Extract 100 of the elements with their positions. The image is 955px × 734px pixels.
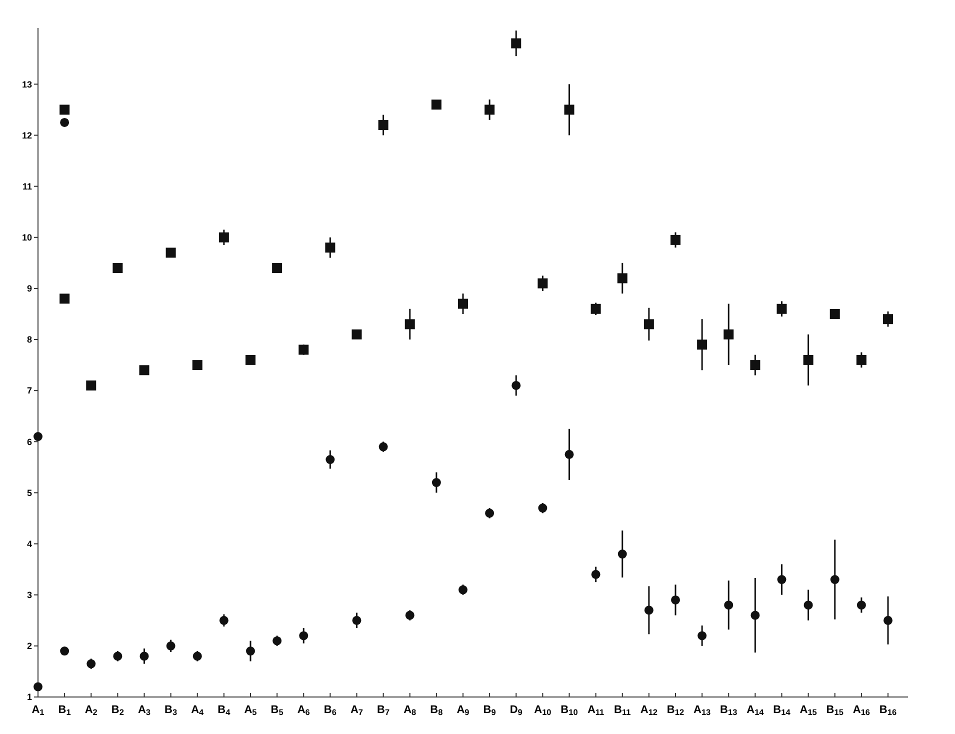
point bbox=[830, 575, 840, 584]
point bbox=[272, 263, 282, 274]
y-tick-label: 12 bbox=[22, 130, 32, 140]
x-tick-label: B$_{4}$ bbox=[218, 704, 231, 718]
point bbox=[777, 575, 786, 584]
point bbox=[86, 659, 96, 668]
point bbox=[830, 308, 840, 319]
y-tick-label: 8 bbox=[26, 334, 32, 345]
point bbox=[538, 504, 548, 513]
x-tick-label: B$_{6}$ bbox=[324, 704, 337, 718]
y-tick-label: 1 bbox=[26, 692, 32, 702]
x-tick-label: B$_{7}$ bbox=[377, 704, 390, 718]
x-tick-label: B$_{11}$ bbox=[614, 704, 632, 718]
point bbox=[617, 273, 628, 284]
point bbox=[750, 360, 760, 370]
point bbox=[219, 616, 228, 625]
x-tick-label: B$_{16}$ bbox=[879, 704, 897, 718]
point bbox=[644, 319, 654, 330]
point bbox=[511, 38, 522, 48]
x-tick-label: A$_{13}$ bbox=[693, 704, 712, 718]
point bbox=[166, 248, 176, 258]
point bbox=[697, 340, 708, 350]
point bbox=[60, 104, 70, 115]
x-tick-label: B$_{14}$ bbox=[773, 704, 791, 718]
x-tick-label: A$_{10}$ bbox=[534, 704, 552, 718]
point bbox=[804, 600, 813, 610]
x-tick-label: B$_{3}$ bbox=[164, 704, 178, 718]
point bbox=[192, 652, 202, 661]
point bbox=[856, 354, 866, 365]
y-tick-label: 9 bbox=[26, 284, 32, 294]
x-tick-label: B$_{15}$ bbox=[826, 704, 844, 718]
point bbox=[671, 595, 680, 604]
x-tick-label: A$_{2}$ bbox=[84, 704, 98, 718]
point bbox=[378, 120, 388, 130]
point bbox=[218, 232, 229, 242]
x-tick-label: D$_{9}$ bbox=[510, 704, 523, 718]
point bbox=[458, 585, 468, 594]
point bbox=[564, 104, 574, 115]
x-tick-label: A$_{15}$ bbox=[800, 704, 818, 718]
point bbox=[724, 600, 734, 610]
x-tick-label: A$_{14}$ bbox=[746, 704, 764, 718]
point bbox=[139, 365, 150, 376]
point bbox=[192, 360, 202, 370]
point bbox=[298, 344, 309, 355]
x-tick-label: A$_{9}$ bbox=[456, 704, 470, 718]
y-tick-label: 7 bbox=[26, 386, 32, 396]
x-tick-label: A$_{3}$ bbox=[138, 704, 151, 718]
point bbox=[325, 242, 336, 253]
point bbox=[512, 380, 521, 390]
point bbox=[458, 298, 468, 309]
point bbox=[564, 450, 574, 459]
point bbox=[112, 263, 123, 274]
point bbox=[484, 104, 495, 115]
point bbox=[618, 550, 627, 559]
point bbox=[404, 319, 415, 330]
x-tick-label: A$_{6}$ bbox=[297, 704, 310, 718]
point bbox=[644, 606, 654, 615]
point bbox=[431, 100, 442, 110]
point bbox=[432, 478, 441, 488]
point bbox=[352, 616, 362, 625]
point bbox=[670, 234, 680, 245]
point bbox=[803, 354, 814, 365]
point bbox=[246, 646, 255, 656]
point bbox=[113, 652, 122, 661]
y-tick-label: 13 bbox=[22, 79, 32, 90]
point bbox=[352, 329, 362, 340]
point bbox=[856, 600, 866, 610]
y-tick-label: 6 bbox=[26, 436, 32, 447]
point bbox=[166, 641, 176, 650]
point bbox=[883, 314, 893, 324]
point bbox=[272, 636, 282, 646]
point bbox=[326, 455, 335, 464]
x-tick-label: B$_{12}$ bbox=[666, 704, 684, 718]
point bbox=[34, 682, 42, 692]
y-tick-label: 5 bbox=[26, 488, 32, 498]
point bbox=[538, 278, 548, 288]
point bbox=[299, 631, 308, 640]
x-tick-label: B$_{10}$ bbox=[560, 704, 578, 718]
point bbox=[86, 380, 96, 390]
x-tick-label: B$_{2}$ bbox=[111, 704, 124, 718]
x-tick-label: B$_{1}$ bbox=[58, 704, 72, 718]
point bbox=[590, 304, 601, 314]
x-tick-label: A$_{16}$ bbox=[852, 704, 870, 718]
x-tick-label: B$_{9}$ bbox=[483, 704, 496, 718]
y-tick-label: 10 bbox=[22, 232, 32, 243]
y-tick-label: 2 bbox=[26, 641, 32, 652]
y-tick-label: 4 bbox=[26, 538, 32, 549]
x-tick-label: A$_{11}$ bbox=[587, 704, 605, 718]
point bbox=[246, 354, 256, 365]
y-tick-label: 11 bbox=[22, 181, 32, 192]
x-tick-label: A$_{12}$ bbox=[640, 704, 658, 718]
point bbox=[724, 329, 734, 340]
point bbox=[405, 610, 414, 620]
point bbox=[378, 442, 388, 452]
x-tick-label: A$_{7}$ bbox=[350, 704, 364, 718]
y-tick-label: 3 bbox=[26, 590, 32, 600]
point bbox=[750, 610, 760, 620]
x-tick-label: A$_{8}$ bbox=[404, 704, 417, 718]
point bbox=[591, 570, 600, 579]
point bbox=[140, 652, 149, 661]
